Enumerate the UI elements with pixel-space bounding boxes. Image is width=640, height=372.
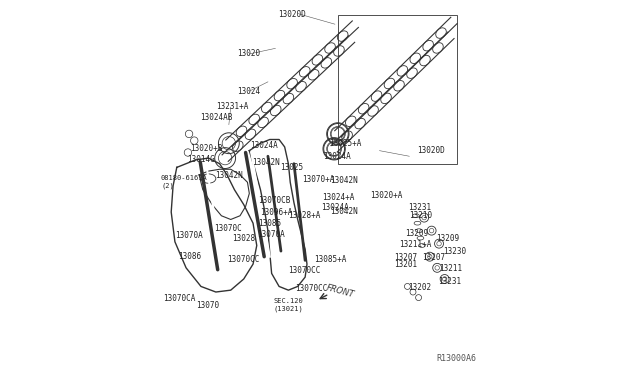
Text: 13042N: 13042N (252, 158, 280, 167)
Text: 13070CC: 13070CC (227, 255, 259, 264)
Text: 13231: 13231 (438, 278, 461, 286)
Text: 13020+B: 13020+B (190, 144, 222, 153)
Text: 13070A: 13070A (257, 230, 285, 239)
Text: 13024AB: 13024AB (200, 113, 232, 122)
Text: (13021): (13021) (274, 305, 303, 312)
Text: 13211: 13211 (439, 264, 462, 273)
Text: 13070C: 13070C (214, 224, 242, 233)
Text: 13042N: 13042N (330, 176, 358, 185)
Text: 13209: 13209 (405, 229, 428, 238)
Text: 13070+A: 13070+A (302, 175, 335, 184)
Text: 13231: 13231 (408, 203, 431, 212)
Text: 13207: 13207 (394, 253, 417, 262)
Text: 13024A: 13024A (321, 203, 349, 212)
Text: 13024+A: 13024+A (322, 193, 354, 202)
Text: 13209: 13209 (436, 234, 459, 243)
Text: 13230: 13230 (443, 247, 466, 256)
Text: 13085: 13085 (259, 219, 282, 228)
Text: 13070CA: 13070CA (163, 294, 195, 303)
Text: SEC.120: SEC.120 (274, 298, 303, 304)
Text: 13024A: 13024A (323, 152, 351, 161)
Text: 13025+A: 13025+A (330, 140, 362, 148)
Text: 13042N: 13042N (330, 207, 358, 216)
Text: 13070CC: 13070CC (289, 266, 321, 275)
Text: 13096+A: 13096+A (260, 208, 292, 217)
Text: 13085+A: 13085+A (314, 255, 347, 264)
Text: 13231+A: 13231+A (216, 102, 249, 110)
Text: 13020D: 13020D (278, 10, 306, 19)
Text: 13202: 13202 (408, 283, 431, 292)
Text: 13070: 13070 (196, 301, 220, 310)
Text: 13020: 13020 (237, 49, 260, 58)
Text: 13020D: 13020D (417, 146, 445, 155)
Text: R13000A6: R13000A6 (436, 354, 476, 363)
Text: 13201: 13201 (394, 260, 417, 269)
Text: 13207: 13207 (422, 253, 445, 262)
Text: 13070A: 13070A (175, 231, 203, 240)
Text: 13028: 13028 (232, 234, 256, 243)
Text: 08180-6161A: 08180-6161A (161, 175, 207, 181)
Text: 13024: 13024 (237, 87, 260, 96)
Text: 13210: 13210 (410, 211, 433, 219)
Text: 13070CC: 13070CC (294, 284, 327, 293)
Text: 13025: 13025 (280, 163, 303, 172)
Text: 13211+A: 13211+A (399, 240, 431, 249)
Text: 13070CB: 13070CB (259, 196, 291, 205)
Text: 13042N: 13042N (215, 171, 243, 180)
Text: 13024A: 13024A (250, 141, 278, 150)
Text: FRONT: FRONT (326, 283, 356, 299)
Text: (2): (2) (162, 182, 175, 189)
Text: 13014G: 13014G (187, 155, 214, 164)
Text: 13028+A: 13028+A (289, 211, 321, 220)
Text: 13020+A: 13020+A (370, 191, 403, 200)
Text: 13086: 13086 (178, 252, 201, 261)
